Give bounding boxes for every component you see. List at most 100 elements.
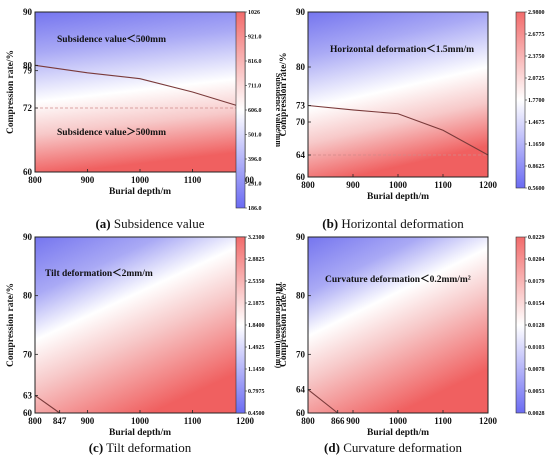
y-tick-label: 64: [296, 385, 306, 395]
y-tick-label: 80: [296, 62, 306, 72]
panel-caption-text: Curvature deformation: [340, 440, 463, 455]
x-axis-label: Burial depth/m: [367, 192, 429, 202]
y-tick-label: 60: [296, 172, 306, 182]
y-tick-label: 60: [296, 408, 306, 418]
x-axis-label: Burial depth/m: [109, 187, 171, 197]
y-tick-label: 72: [23, 103, 33, 113]
y-tick-label: 70: [23, 349, 33, 359]
y-axis-label: Compression rate/%: [6, 50, 16, 134]
threshold-contour-line: [307, 104, 489, 156]
colorbar-label: Tilt deformation/(mm/m): [274, 282, 283, 369]
colorbar-tick-label: 2.8825: [248, 257, 265, 263]
colorbar-tick-label: 0.0128: [528, 323, 545, 329]
threshold-contour-line: [34, 394, 60, 414]
colorbar-tick-label: 2.0725: [528, 76, 545, 82]
y-tick-label: 90: [23, 232, 33, 242]
x-tick-label: 1100: [184, 416, 202, 426]
y-tick-label: 60: [23, 167, 33, 177]
colorbar-tick-label: 816.0: [248, 59, 262, 65]
chart-panel-2: 800 900 1000 1100 1200 60 64 70 73 80 90 Burial dep…: [279, 7, 545, 231]
x-tick-label: 1000: [131, 175, 150, 185]
colorbar-tick-label: 1.8400: [248, 323, 265, 329]
x-tick-label: 800: [28, 175, 42, 185]
panel-caption-letter: (a): [95, 216, 110, 231]
colorbar-tick-label: 0.0078: [528, 367, 545, 373]
colorbar: [235, 236, 246, 414]
colorbar-tick-label: 0.5600: [528, 186, 545, 192]
x-tick-label: 1100: [434, 180, 452, 190]
x-tick-label: 1200: [479, 416, 498, 426]
panel-caption-letter: (b): [322, 216, 338, 231]
heatmap-field: [308, 237, 488, 413]
chart-panel-3: 800 847 900 1000 1100 1200 60 63 70 80 90 Burial de…: [6, 232, 283, 455]
chart-panel-1: 8009001000110012006072798090Burial depth…: [6, 7, 283, 231]
x-tick-label: 1200: [479, 180, 498, 190]
colorbar-tick-label: 0.0103: [528, 345, 545, 351]
colorbar-tick-label: 2.3750: [528, 54, 545, 60]
x-tick-label: 1100: [184, 175, 202, 185]
panel-caption-letter: (c): [89, 440, 103, 455]
y-tick-label: 73: [296, 101, 306, 111]
x-tick-label: 1000: [389, 180, 408, 190]
x-tick-label: 1100: [434, 416, 452, 426]
colorbar-tick-label: 186.0: [248, 206, 262, 212]
x-tick-label: 900: [346, 180, 360, 190]
colorbar-tick-label: 1.4675: [528, 120, 545, 126]
colorbar-tick-label: 1026: [248, 10, 260, 16]
x-axis-label: Burial depth/m: [109, 428, 171, 438]
y-tick-label: 70: [296, 349, 306, 359]
region-annotation: Subsidence value＜500mm: [57, 34, 166, 45]
colorbar-tick-label: 0.0204: [528, 257, 545, 263]
colorbar-tick-label: 0.0154: [528, 301, 545, 307]
x-axis-label: Burial depth/m: [367, 428, 429, 438]
threshold-contour-line: [34, 64, 246, 109]
colorbar-tick-label: 1.4925: [248, 345, 265, 351]
x-tick-label: 800: [301, 416, 315, 426]
x-tick-label: 1000: [389, 416, 408, 426]
x-tick-label: 900: [81, 416, 95, 426]
colorbar-tick-label: 396.0: [248, 157, 262, 163]
threshold-contour-line: [307, 389, 339, 414]
y-tick-label: 63: [23, 390, 33, 400]
heatmap-field: [35, 12, 245, 172]
colorbar-tick-label: 0.8625: [528, 164, 545, 170]
colorbar-tick-label: 1.7700: [528, 98, 545, 104]
region-annotation: Horizontal deformation＜1.5mm/m: [330, 44, 474, 55]
x-tick-label: 800: [301, 180, 315, 190]
colorbar-tick-label: 0.7975: [248, 389, 265, 395]
colorbar-tick-label: 711.0: [248, 84, 261, 90]
colorbar-label: Subsidence value/mm: [274, 73, 283, 147]
colorbar-tick-label: 3.2300: [248, 235, 265, 241]
x-tick-label: 1200: [236, 416, 255, 426]
colorbar-tick-label: 501.0: [248, 133, 262, 139]
panel-caption-text: Subsidence value: [111, 216, 205, 231]
y-axis-label: Compression rate/%: [6, 283, 16, 367]
x-tick-label: 900: [81, 175, 95, 185]
panel-caption-text: Horizontal deformation: [338, 216, 464, 231]
y-tick-label: 64: [296, 150, 306, 160]
colorbar-tick-label: 2.5350: [248, 279, 265, 285]
y-tick-label: 79: [23, 66, 33, 76]
colorbar-tick-label: 0.0229: [528, 235, 545, 241]
colorbar-tick-label: 1.1650: [528, 142, 545, 148]
colorbar-tick-label: 0.4500: [248, 411, 265, 417]
colorbar-tick-label: 921.0: [248, 35, 262, 41]
region-annotation: Subsidence value＞500mm: [57, 127, 166, 138]
y-tick-label: 90: [296, 232, 306, 242]
y-tick-label: 90: [296, 7, 306, 17]
colorbar: [235, 11, 246, 209]
x-tick-label: 900: [346, 416, 360, 426]
heatmap-field: [308, 12, 488, 177]
y-tick-label: 80: [23, 291, 33, 301]
panel-caption: (a) Subsidence value: [95, 216, 204, 231]
panel-caption-text: Tilt deformation: [103, 440, 192, 455]
y-tick-label: 60: [23, 408, 33, 418]
region-annotation: Curvature deformation＜0.2mm/m²: [325, 274, 471, 285]
y-tick-label: 70: [296, 117, 306, 127]
chart-panel-4: 800 866 900 1000 1100 1200 60 64 70 80 90 Burial de…: [279, 232, 545, 455]
colorbar-tick-label: 1.1450: [248, 367, 265, 373]
y-tick-label: 80: [23, 60, 33, 70]
region-annotation: Tilt deformation＜2mm/m: [45, 268, 153, 279]
x-tick-label: 800: [28, 416, 42, 426]
